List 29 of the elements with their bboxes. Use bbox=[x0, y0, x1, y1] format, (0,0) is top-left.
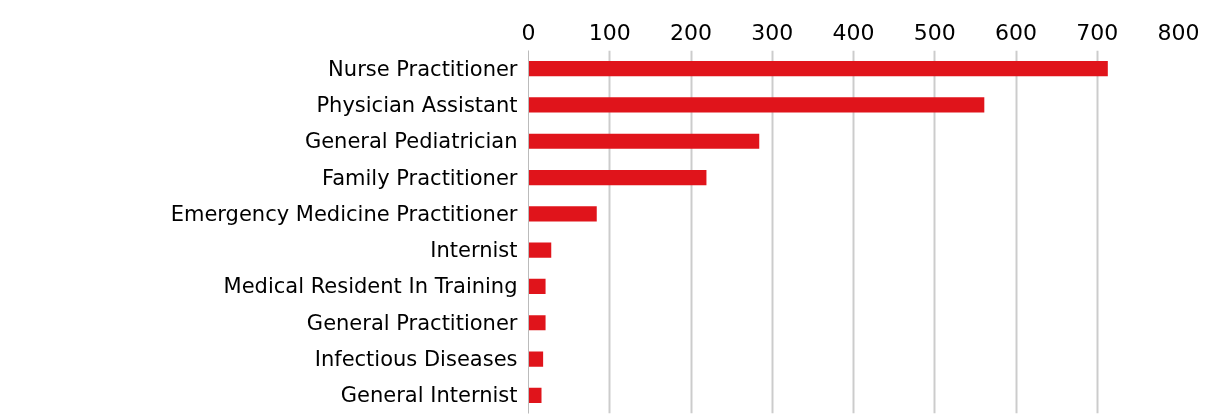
x-tick-label: 200 bbox=[670, 19, 712, 45]
y-tick-label: Infectious Diseases bbox=[314, 347, 518, 372]
x-tick-label: 700 bbox=[1076, 19, 1119, 45]
x-tick-label: 0 bbox=[521, 19, 536, 45]
bar bbox=[528, 133, 760, 149]
bar bbox=[528, 387, 542, 403]
y-tick-label: Physician Assistant bbox=[316, 92, 518, 117]
bar bbox=[528, 315, 546, 331]
bar bbox=[528, 169, 707, 186]
x-tick-label: 100 bbox=[588, 19, 631, 45]
bar bbox=[528, 61, 1108, 77]
bar bbox=[528, 97, 985, 113]
x-tick-label: 600 bbox=[995, 19, 1037, 45]
bar bbox=[528, 278, 546, 295]
y-tick-label: Nurse Practitioner bbox=[328, 56, 518, 81]
bar bbox=[528, 351, 544, 367]
x-tick-label: 300 bbox=[751, 19, 794, 45]
y-tick-label: Medical Resident In Training bbox=[223, 274, 518, 299]
y-tick-label: General Practitioner bbox=[306, 310, 518, 335]
x-tick-label: 500 bbox=[913, 19, 956, 45]
y-tick-label: Emergency Medicine Practitioner bbox=[170, 201, 518, 226]
y-tick-label: General Internist bbox=[340, 383, 518, 408]
bar bbox=[528, 242, 552, 258]
y-tick-label: Family Practitioner bbox=[322, 165, 518, 190]
x-tick-label: 400 bbox=[832, 19, 875, 45]
bar bbox=[528, 206, 597, 222]
y-tick-label: Internist bbox=[430, 238, 518, 263]
x-tick-label: 800 bbox=[1157, 19, 1200, 45]
y-tick-label: General Pediatrician bbox=[304, 129, 518, 154]
